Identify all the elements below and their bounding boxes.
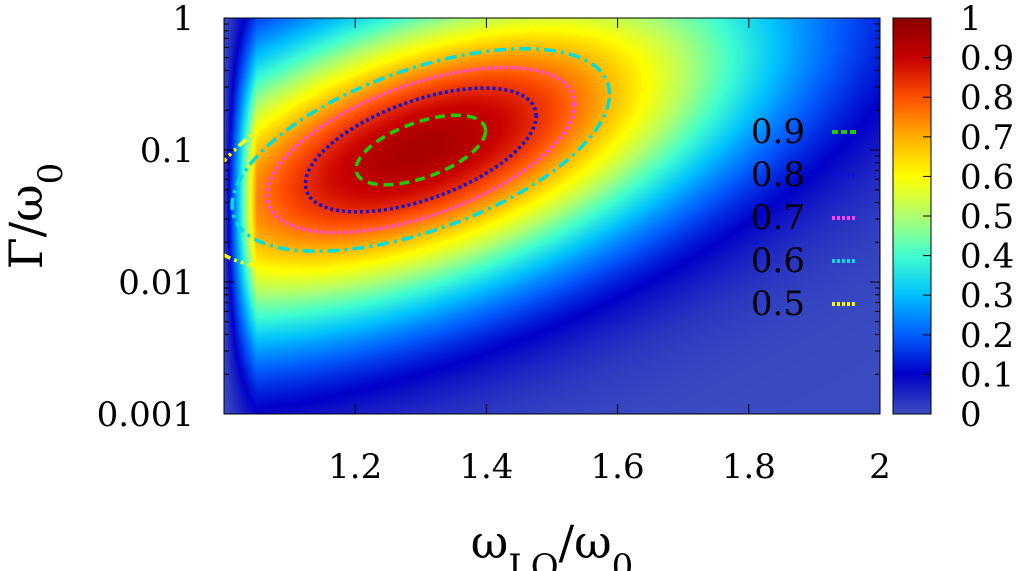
x-tick-label: 1.2 — [328, 447, 382, 487]
legend-label: 0.9 — [751, 112, 805, 152]
y-axis-label: Γ/ω0 — [0, 163, 71, 270]
legend-label: 0.6 — [751, 241, 805, 281]
x-tick-label: 1.4 — [459, 447, 513, 487]
colorbar-tick-label: 0.1 — [960, 355, 1014, 395]
legend-label: 0.8 — [751, 155, 805, 195]
plot-frame — [223, 17, 881, 415]
contour-0.5 — [224, 28, 646, 272]
legend: 0.90.80.70.60.5 — [751, 112, 856, 324]
y-tick-label: 1 — [172, 0, 194, 39]
y-tick-label: 0.001 — [97, 395, 194, 435]
x-tick-label: 2 — [869, 447, 891, 487]
colorbar-tick-label: 0.8 — [960, 78, 1014, 118]
y-tick-label: 0.1 — [140, 131, 194, 171]
colorbar-tick-label: 0.6 — [960, 157, 1014, 197]
x-tick-label: 1.8 — [722, 447, 776, 487]
x-axis: 1.2 1.4 1.6 1.8 2 — [328, 18, 891, 487]
contour-0.7 — [265, 65, 577, 235]
colorbar-tick-label: 1 — [960, 0, 982, 39]
colorbar-tick-label: 0 — [960, 395, 982, 435]
colorbar: 10.90.80.70.60.50.40.30.20.10 — [892, 0, 1014, 435]
colorbar-tick-label: 0.9 — [960, 39, 1014, 79]
colorbar-tick-label: 0.5 — [960, 197, 1014, 237]
x-tick-label: 1.6 — [591, 447, 645, 487]
colorbar-tick-label: 0.2 — [960, 316, 1014, 356]
y-axis: 1 0.1 0.01 0.001 — [97, 0, 880, 435]
colorbar-tick-label: 0.3 — [960, 276, 1014, 316]
contour-lines — [224, 28, 646, 272]
y-tick-label: 0.01 — [118, 263, 194, 303]
contour-0.9 — [354, 113, 488, 187]
colorbar-tick-label: 0.4 — [960, 237, 1014, 277]
x-axis-label: ωLO/ω0 — [471, 515, 634, 571]
colorbar-tick-label: 0.7 — [960, 118, 1014, 158]
contour-0.6 — [230, 47, 612, 253]
legend-label: 0.5 — [751, 284, 805, 324]
legend-label: 0.7 — [751, 198, 805, 238]
